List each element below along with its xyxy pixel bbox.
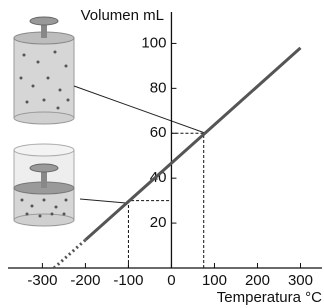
x-tick-label: 0 — [167, 272, 175, 289]
x-tick-label: 100 — [202, 272, 227, 289]
x-tick-label: -200 — [70, 272, 100, 289]
leader-line — [80, 199, 126, 203]
x-tick-label: 300 — [288, 272, 313, 289]
cylinder-cold — [14, 144, 74, 226]
leader-line — [74, 86, 205, 133]
chart: Volumen mL Temperatura °C -300 -200 -100 0 1… — [0, 0, 324, 308]
x-axis-label: Temperatura °C — [217, 289, 322, 306]
x-tick-label: -100 — [113, 272, 143, 289]
y-axis-label: Volumen mL — [81, 7, 164, 24]
y-tick-label: 20 — [150, 214, 167, 231]
x-tick-label: -300 — [27, 272, 57, 289]
y-tick-label: 80 — [150, 79, 167, 96]
y-tick-label: 100 — [141, 34, 166, 51]
cylinder-hot — [14, 17, 74, 124]
x-tick-label: 200 — [245, 272, 270, 289]
data-line — [54, 240, 85, 268]
guide-line — [128, 201, 171, 268]
y-tick-label: 60 — [150, 124, 167, 141]
guide-line — [171, 133, 203, 268]
data-line — [85, 48, 300, 240]
